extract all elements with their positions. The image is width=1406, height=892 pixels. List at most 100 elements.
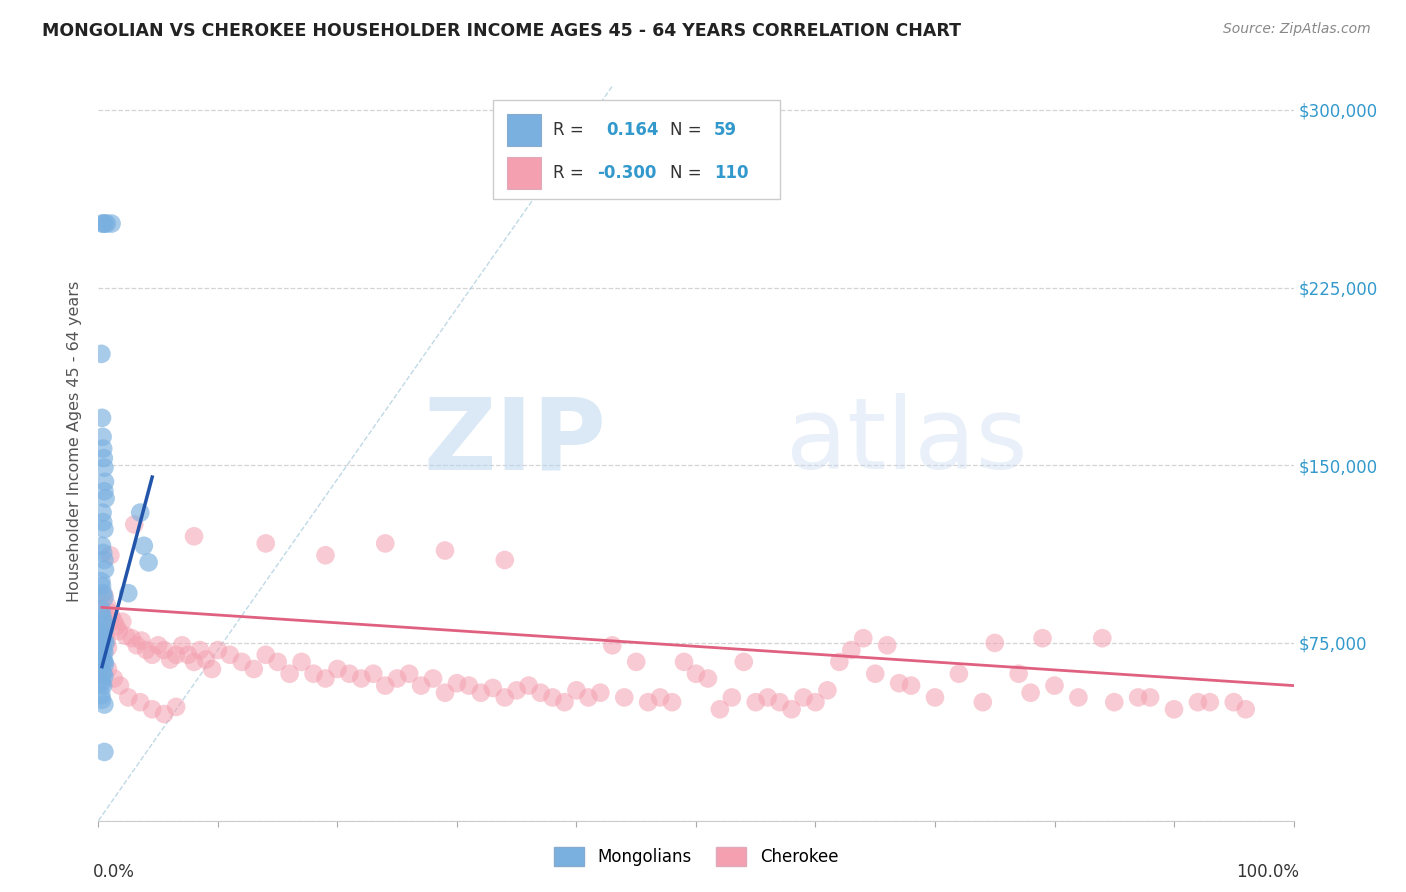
- Point: [97, 640, 120, 655]
- Point: [165, 648, 187, 662]
- Point: [165, 699, 187, 714]
- Point: [105, 619, 128, 633]
- Point: [517, 679, 540, 693]
- Point: [153, 706, 176, 721]
- Point: [91, 650, 114, 665]
- Point: [254, 648, 277, 662]
- Point: [841, 643, 863, 657]
- Point: [948, 666, 970, 681]
- Point: [93, 484, 115, 499]
- Point: [817, 683, 839, 698]
- Point: [93, 522, 115, 536]
- Point: [94, 475, 117, 489]
- Point: [1043, 679, 1066, 693]
- Point: [1104, 695, 1126, 709]
- Point: [91, 442, 114, 456]
- Point: [115, 629, 138, 643]
- Point: [124, 517, 146, 532]
- Point: [1019, 686, 1042, 700]
- Point: [91, 676, 114, 690]
- Point: [1008, 666, 1031, 681]
- Point: [93, 669, 115, 683]
- Point: [91, 410, 114, 425]
- Point: [98, 605, 121, 619]
- Point: [315, 672, 337, 686]
- Point: [673, 655, 696, 669]
- Point: [302, 666, 325, 681]
- Point: [129, 695, 152, 709]
- Point: [422, 672, 444, 686]
- Point: [94, 491, 117, 506]
- Point: [1187, 695, 1209, 709]
- Point: [637, 695, 659, 709]
- Point: [91, 217, 114, 231]
- Y-axis label: Householder Income Ages 45 - 64 years: Householder Income Ages 45 - 64 years: [67, 281, 83, 602]
- Point: [697, 672, 720, 686]
- Point: [91, 586, 114, 600]
- Point: [91, 643, 114, 657]
- Point: [828, 655, 851, 669]
- Point: [207, 643, 229, 657]
- Point: [201, 662, 224, 676]
- Point: [721, 690, 744, 705]
- Point: [1223, 695, 1246, 709]
- Point: [100, 610, 122, 624]
- Point: [398, 666, 420, 681]
- Point: [363, 666, 385, 681]
- Bar: [508, 157, 541, 189]
- Point: [661, 695, 683, 709]
- Point: [350, 672, 373, 686]
- Point: [984, 636, 1007, 650]
- Point: [132, 539, 155, 553]
- Point: [93, 460, 115, 475]
- Point: [159, 652, 181, 666]
- Point: [1163, 702, 1185, 716]
- Text: atlas: atlas: [786, 393, 1028, 490]
- Point: [138, 555, 160, 569]
- Point: [96, 633, 118, 648]
- Point: [745, 695, 768, 709]
- Point: [231, 655, 253, 669]
- Text: MONGOLIAN VS CHEROKEE HOUSEHOLDER INCOME AGES 45 - 64 YEARS CORRELATION CHART: MONGOLIAN VS CHEROKEE HOUSEHOLDER INCOME…: [42, 22, 962, 40]
- Point: [626, 655, 648, 669]
- Text: R =: R =: [553, 164, 583, 182]
- Point: [98, 548, 122, 563]
- Text: R =: R =: [553, 120, 583, 139]
- Point: [90, 574, 112, 589]
- Point: [541, 690, 564, 705]
- Point: [650, 690, 672, 705]
- Point: [131, 633, 153, 648]
- Point: [756, 690, 779, 705]
- Point: [804, 695, 827, 709]
- Point: [94, 657, 117, 672]
- Point: [91, 652, 114, 666]
- Text: -0.300: -0.300: [596, 164, 657, 182]
- Point: [94, 217, 117, 231]
- Point: [602, 638, 624, 652]
- Point: [93, 698, 115, 712]
- Point: [91, 631, 114, 645]
- Point: [93, 217, 115, 231]
- Point: [107, 624, 129, 639]
- Point: [530, 686, 553, 700]
- Point: [326, 662, 349, 676]
- Point: [374, 679, 396, 693]
- Point: [482, 681, 505, 695]
- Point: [148, 638, 170, 652]
- Point: [93, 633, 115, 648]
- Point: [709, 702, 731, 716]
- Point: [93, 553, 115, 567]
- Point: [972, 695, 994, 709]
- Point: [91, 612, 114, 626]
- Point: [90, 688, 112, 702]
- Text: 59: 59: [714, 120, 737, 139]
- Point: [93, 645, 115, 659]
- Point: [91, 607, 114, 622]
- Point: [1139, 690, 1161, 705]
- Point: [470, 686, 492, 700]
- Point: [91, 693, 114, 707]
- Point: [125, 638, 148, 652]
- Point: [780, 702, 803, 716]
- Text: 100.0%: 100.0%: [1236, 863, 1299, 881]
- Point: [183, 655, 205, 669]
